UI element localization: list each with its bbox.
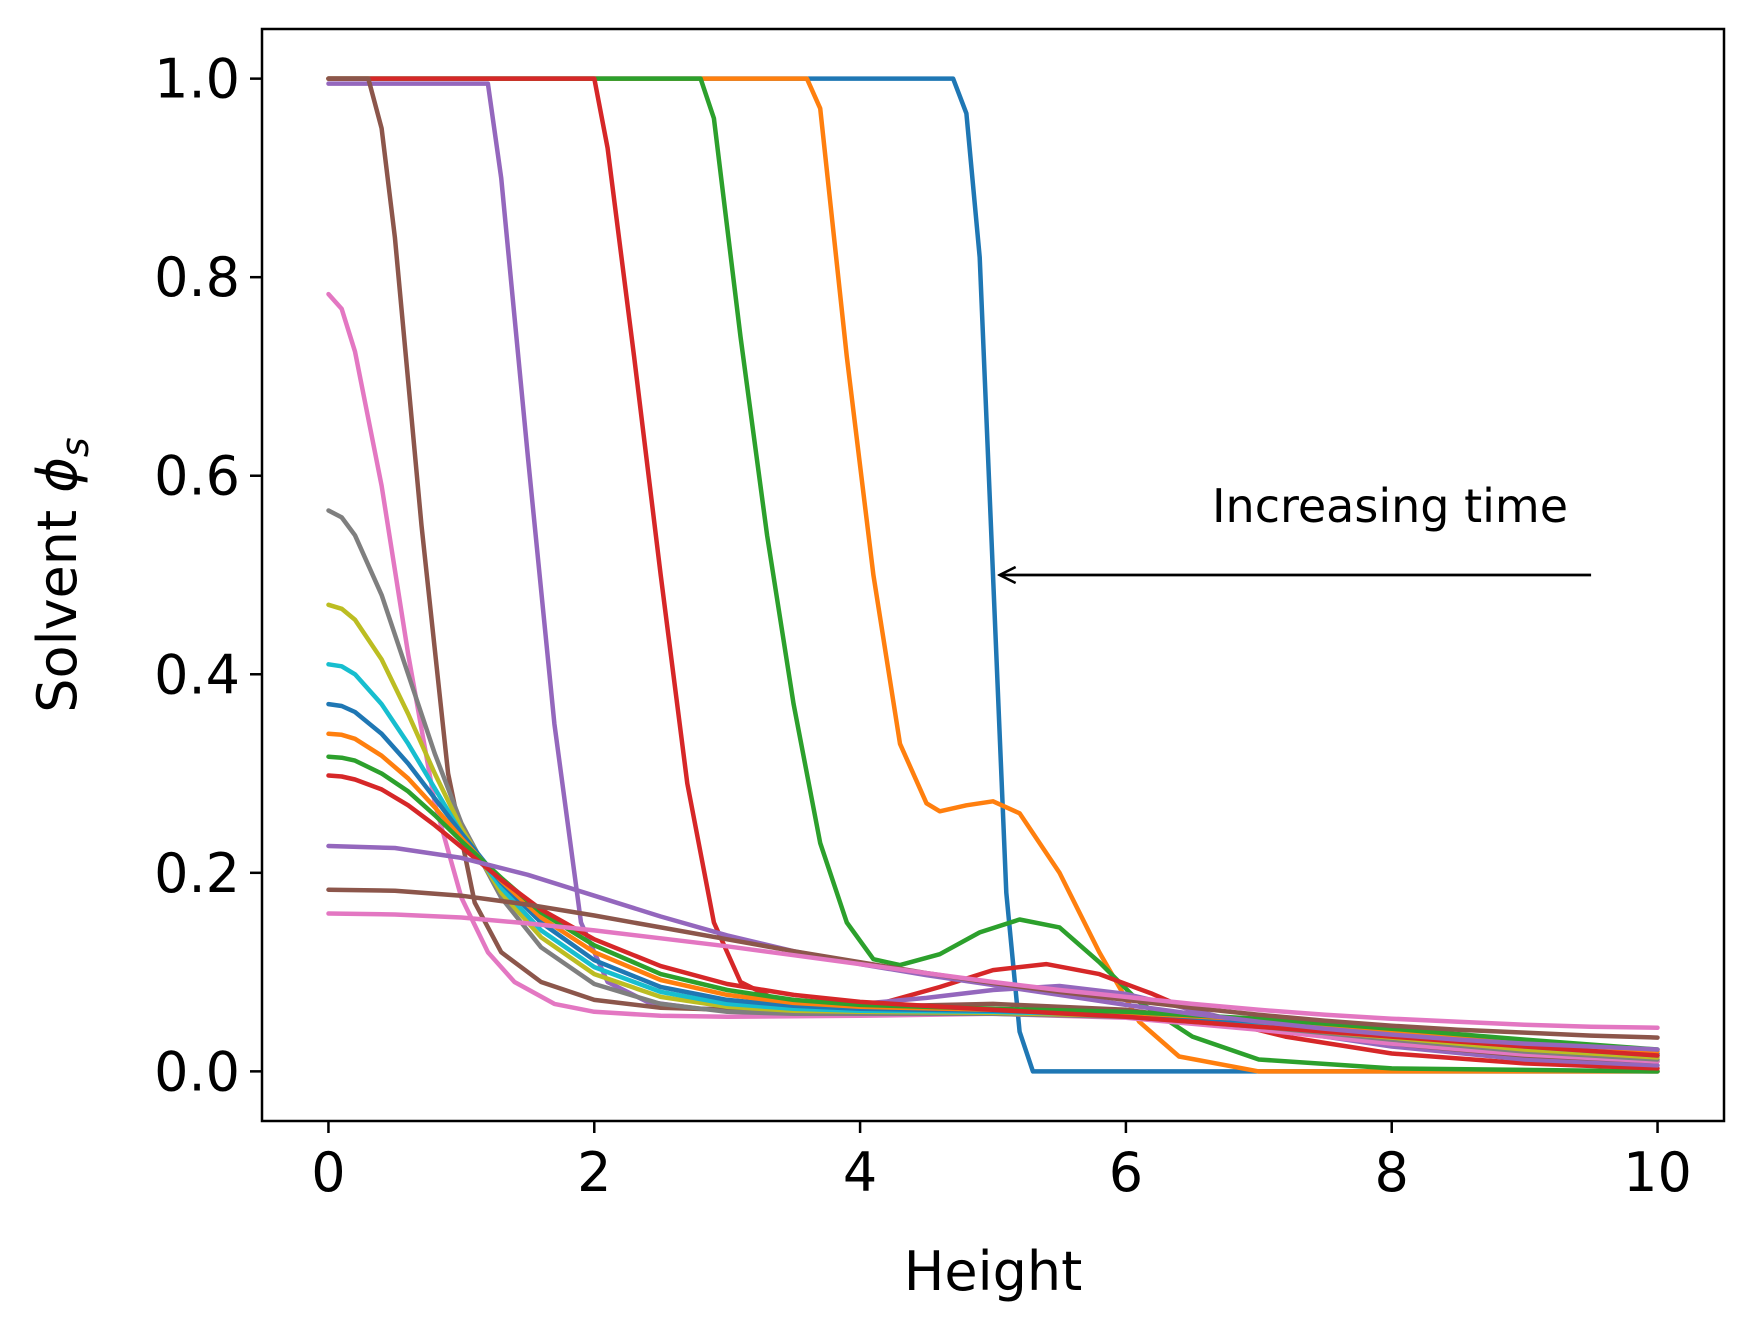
x-axis-label: Height xyxy=(904,1240,1083,1303)
series-line-t7 xyxy=(326,291,1660,1064)
y-tick-label: 0.0 xyxy=(154,1040,240,1103)
series-group xyxy=(326,76,1660,1074)
series-line-t3 xyxy=(326,76,1660,1074)
y-tick-label: 0.6 xyxy=(154,445,240,508)
y-axis: 0.0 0.2 0.4 0.6 0.8 1.0 xyxy=(154,48,262,1103)
y-tick-label: 0.4 xyxy=(154,643,240,706)
x-tick-label: 10 xyxy=(1623,1141,1692,1204)
y-tick-label: 0.2 xyxy=(154,842,240,905)
series-line-t1 xyxy=(326,76,1660,1074)
x-tick-label: 4 xyxy=(843,1141,877,1204)
x-tick-label: 0 xyxy=(311,1141,345,1204)
plot-frame xyxy=(260,27,1726,1123)
y-axis-label: Solvent ϕs xyxy=(26,437,97,713)
y-axis-label-prefix: Solvent xyxy=(26,493,89,713)
x-tick-label: 2 xyxy=(577,1141,611,1204)
y-axis-label-symbol: ϕ xyxy=(26,457,89,493)
series-line-t17 xyxy=(326,911,1660,1030)
y-tick-label: 1.0 xyxy=(154,48,240,111)
y-tick-label: 0.8 xyxy=(154,246,240,309)
x-axis: 0 2 4 6 8 10 xyxy=(311,1121,1692,1204)
x-tick-label: 6 xyxy=(1109,1141,1143,1204)
annotation-text: Increasing time xyxy=(1212,479,1568,533)
y-axis-label-subscript: s xyxy=(53,437,97,457)
series-line-t2 xyxy=(326,76,1660,1074)
series-line-t14 xyxy=(326,773,1660,1058)
x-tick-label: 8 xyxy=(1375,1141,1409,1204)
